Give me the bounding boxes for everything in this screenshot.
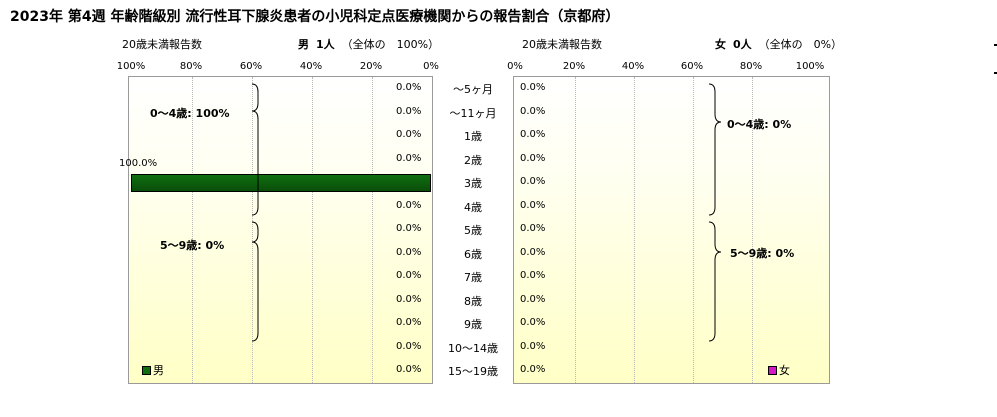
male-data-label: 0.0% [396, 340, 422, 352]
age-category-label: ～5ヶ月 [453, 83, 493, 96]
female-gridline [752, 77, 753, 383]
male-axis-tick: 20% [359, 61, 383, 72]
female-brace-5-9 [708, 221, 722, 342]
female-data-label: 0.0% [520, 176, 546, 187]
male-data-label: 100.0% [119, 158, 158, 169]
male-count: 1人 [316, 38, 335, 51]
age-category-label: 4歳 [464, 200, 482, 214]
female-plot-area [513, 76, 830, 384]
female-group-label-0-4: 0～4歳: 0% [727, 118, 792, 131]
female-axis-tick: 80% [739, 61, 763, 72]
age-category-label: 10～14歳 [448, 341, 498, 355]
chart-title: 2023年 第4週 年齢階級別 流行性耳下腺炎患者の小児科定点医療機関からの報告… [10, 9, 620, 25]
female-legend-swatch [768, 365, 777, 375]
edge-mark [994, 72, 997, 74]
male-data-label: 0.0% [396, 82, 422, 93]
male-axis-tick: 100% [116, 61, 146, 72]
male-gridline [252, 77, 253, 383]
male-data-label: 0.0% [396, 317, 422, 328]
male-legend: 男 [142, 362, 164, 378]
age-category-label: 1歳 [464, 130, 482, 143]
female-under20-label: 20歳未満報告数 [522, 38, 602, 51]
age-category-label: 8歳 [464, 294, 482, 308]
female-brace-0-4 [708, 83, 722, 216]
male-data-label: 0.0% [396, 152, 422, 164]
female-legend-label: 女 [779, 364, 790, 377]
male-data-label: 0.0% [396, 364, 422, 375]
female-data-label: 0.0% [520, 199, 546, 211]
age-category-label: 3歳 [464, 177, 482, 190]
female-gridline [693, 77, 694, 383]
male-data-label: 0.0% [396, 129, 422, 140]
male-axis-tick: 40% [299, 61, 323, 72]
female-axis-tick: 20% [562, 61, 586, 72]
female-axis-tick: 60% [680, 61, 704, 72]
age-category-label: 6歳 [464, 247, 482, 261]
male-group-label-5-9: 5～9歳: 0% [160, 239, 225, 252]
male-data-label: 0.0% [396, 199, 422, 211]
female-data-label: 0.0% [520, 293, 546, 305]
male-brace-0-4 [251, 83, 259, 216]
male-gridline [192, 77, 193, 383]
male-gridline [312, 77, 313, 383]
male-share: （全体の 100%） [341, 38, 440, 51]
age-category-label: 2歳 [464, 153, 482, 167]
female-data-label: 0.0% [520, 270, 546, 281]
male-axis-tick: 0% [423, 61, 439, 72]
female-sex-label: 女 [715, 38, 726, 51]
female-gridline [634, 77, 635, 383]
male-plot-area [128, 76, 433, 384]
edge-mark [994, 44, 997, 46]
female-data-label: 0.0% [520, 246, 546, 258]
female-group-label-5-9: 5～9歳: 0% [730, 247, 795, 260]
female-data-label: 0.0% [520, 340, 546, 352]
male-group-label-0-4: 0～4歳: 100% [150, 107, 230, 120]
age-category-label: 15～19歳 [448, 365, 498, 378]
male-sex-label: 男 [298, 38, 309, 51]
male-legend-label: 男 [153, 364, 164, 377]
female-axis-tick: 40% [621, 61, 645, 72]
female-data-label: 0.0% [520, 152, 546, 164]
female-data-label: 0.0% [520, 82, 546, 93]
female-data-label: 0.0% [520, 223, 546, 234]
male-under20-label: 20歳未満報告数 [122, 38, 202, 51]
age-category-label: 7歳 [464, 271, 482, 284]
female-data-label: 0.0% [520, 105, 546, 117]
male-bar [131, 174, 431, 192]
male-data-label: 0.0% [396, 270, 422, 281]
female-count: 0人 [733, 38, 752, 51]
female-legend: 女 [768, 362, 790, 378]
male-data-label: 0.0% [396, 223, 422, 234]
male-axis-tick: 80% [179, 61, 203, 72]
male-gridline [372, 77, 373, 383]
female-share: （全体の 0%） [758, 38, 843, 51]
male-data-label: 0.0% [396, 293, 422, 305]
female-data-label: 0.0% [520, 317, 546, 328]
male-data-label: 0.0% [396, 246, 422, 258]
age-category-label: 5歳 [464, 224, 482, 237]
male-data-label: 0.0% [396, 105, 422, 117]
female-axis-tick: 100% [795, 61, 825, 72]
female-data-label: 0.0% [520, 129, 546, 140]
female-data-label: 0.0% [520, 364, 546, 375]
male-header: 男 1人 （全体の 100%） [298, 36, 439, 52]
female-header: 女 0人 （全体の 0%） [715, 36, 842, 52]
male-axis-tick: 60% [239, 61, 263, 72]
age-category-label: 9歳 [464, 318, 482, 331]
male-brace-5-9 [251, 221, 259, 342]
female-gridline [575, 77, 576, 383]
female-axis-tick: 0% [507, 61, 523, 72]
male-legend-swatch [142, 365, 151, 375]
age-category-label: ～11ヶ月 [449, 106, 497, 120]
